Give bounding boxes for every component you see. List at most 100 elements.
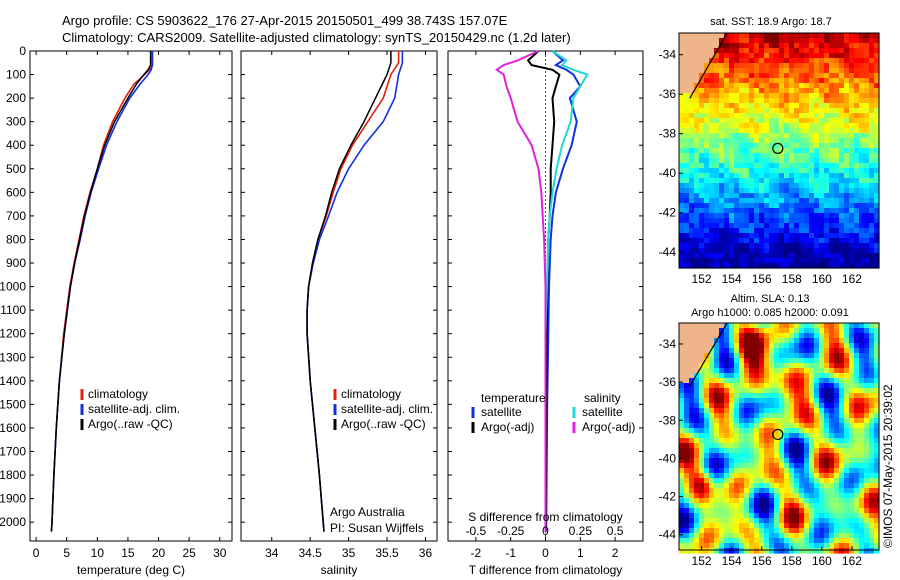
sla_map-cell <box>829 488 835 494</box>
sla_map-cell <box>724 413 730 419</box>
sla_map-cell <box>844 468 850 474</box>
sst_map-cell <box>734 253 740 259</box>
sla_map-cell <box>704 348 710 354</box>
sst_map-cell <box>689 88 695 94</box>
sla_map-cell <box>834 428 840 434</box>
sla_map-cell <box>819 398 825 404</box>
sla_map-cell <box>729 483 735 489</box>
sst_map-cell <box>679 158 685 164</box>
sla_map-cell <box>804 353 810 359</box>
sst_map-cell <box>684 108 690 114</box>
sst_map-cell <box>719 93 725 99</box>
sst_map-cell <box>804 223 810 229</box>
sla_map-cell <box>849 348 855 354</box>
sst_map-cell <box>759 253 765 259</box>
sla_map-cell <box>854 398 860 404</box>
sla_map-xtick-label: 154 <box>722 554 742 568</box>
sla_map-cell <box>819 433 825 439</box>
sla_map-cell <box>694 378 700 384</box>
sst_map-cell <box>839 83 845 89</box>
sla_map-cell <box>684 388 690 394</box>
sst_map-cell <box>804 173 810 179</box>
sst_map-cell <box>864 153 870 159</box>
sla_map-cell <box>694 358 700 364</box>
sla_map-cell <box>804 533 810 539</box>
sla_map-cell <box>734 348 740 354</box>
sst_map-cell <box>769 223 775 229</box>
sst_map-cell <box>749 198 755 204</box>
sla_map-cell <box>764 513 770 519</box>
sst_map-cell <box>774 83 780 89</box>
sla_map-cell <box>849 483 855 489</box>
sla_map-cell <box>834 453 840 459</box>
sla_map-cell <box>814 383 820 389</box>
sla_map-cell <box>824 423 830 429</box>
sst_map-cell <box>734 123 740 129</box>
sla_map-cell <box>829 343 835 349</box>
sst_map-cell <box>694 123 700 129</box>
sla_map-cell <box>694 403 700 409</box>
sst_map-cell <box>834 173 840 179</box>
sla_map-cell <box>734 528 740 534</box>
sla_map-cell <box>759 448 765 454</box>
sla_map-cell <box>724 503 730 509</box>
sla_map-cell <box>844 458 850 464</box>
sst_map-cell <box>869 258 875 264</box>
sla_map-cell <box>719 423 725 429</box>
sst_map-cell <box>754 178 760 184</box>
sla_map-cell <box>694 418 700 424</box>
sst_map-cell <box>719 83 725 89</box>
sst_map-cell <box>844 58 850 64</box>
sla_map-cell <box>719 528 725 534</box>
sst_map-cell <box>749 168 755 174</box>
sla_map-cell <box>749 403 755 409</box>
sla_map-cell <box>684 373 690 379</box>
sla_map-cell <box>734 498 740 504</box>
sla_map-cell <box>869 338 875 344</box>
depth-tick-label: 1100 <box>0 303 26 317</box>
sst_map-cell <box>734 58 740 64</box>
sst_map-cell <box>799 188 805 194</box>
sst_map-cell <box>709 188 715 194</box>
sst_map-cell <box>684 188 690 194</box>
sst_map-cell <box>734 33 740 39</box>
sla_map-cell <box>834 448 840 454</box>
sla_map-cell <box>689 428 695 434</box>
sla_map-cell <box>779 373 785 379</box>
sst_map-cell <box>779 183 785 189</box>
sst_map-cell <box>689 218 695 224</box>
sst_map-cell <box>849 118 855 124</box>
sst_map-cell <box>874 93 880 99</box>
sla_map-cell <box>824 533 830 539</box>
sla_map-cell <box>804 418 810 424</box>
sla_map-cell <box>834 383 840 389</box>
sla_map-cell <box>789 403 795 409</box>
sla_map-cell <box>759 383 765 389</box>
sst_map-cell <box>869 143 875 149</box>
sla_map-cell <box>869 488 875 494</box>
sla_map-cell <box>829 468 835 474</box>
sst_map-cell <box>724 103 730 109</box>
sst_map-cell <box>699 153 705 159</box>
sst_map-cell <box>819 163 825 169</box>
sst_map-cell <box>829 228 835 234</box>
depth-tick-label: 500 <box>6 162 26 176</box>
sla_map-cell <box>789 373 795 379</box>
sst_map-cell <box>769 63 775 69</box>
sla_map-cell <box>719 523 725 529</box>
sla_map-cell <box>834 393 840 399</box>
sst_map-cell <box>849 233 855 239</box>
sla_map-cell <box>814 488 820 494</box>
depth-tick-label: 0 <box>19 44 26 58</box>
sla_map-cell <box>704 448 710 454</box>
sla_map-cell <box>724 408 730 414</box>
sst_map-cell <box>864 223 870 229</box>
sst_map-cell <box>869 58 875 64</box>
sla_map-cell <box>704 393 710 399</box>
sla_map-cell <box>794 363 800 369</box>
sla_map-cell <box>809 508 815 514</box>
sst_map-cell <box>789 83 795 89</box>
sla_map-cell <box>814 408 820 414</box>
sla_map-cell <box>749 453 755 459</box>
sla_map-cell <box>779 423 785 429</box>
